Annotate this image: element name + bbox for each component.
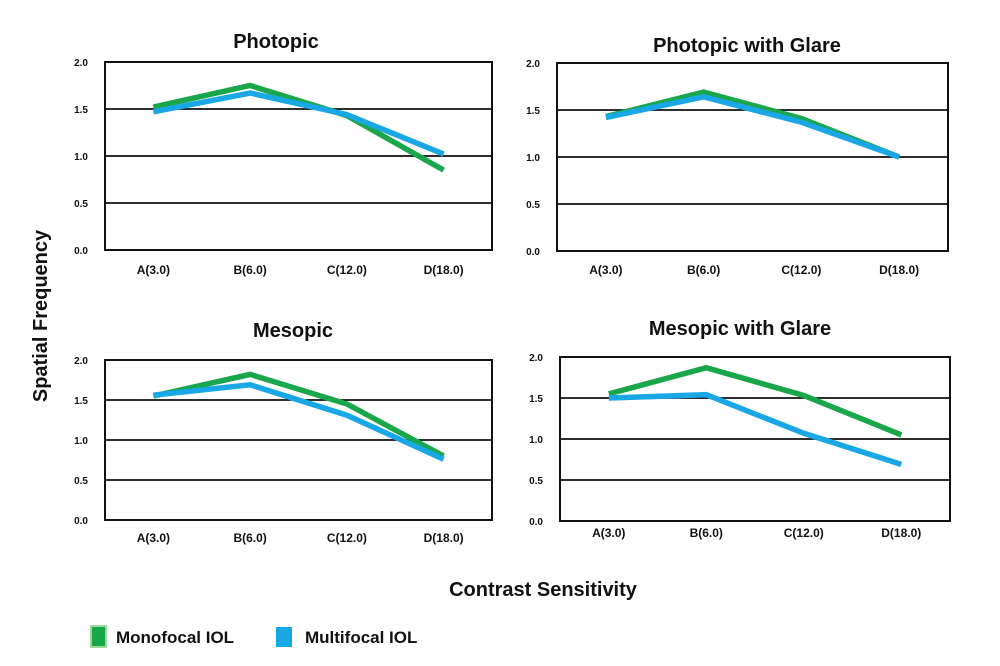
legend-swatch-monofocal (90, 625, 107, 648)
panel-title: Mesopic (253, 320, 333, 342)
series-line-multifocal (153, 382, 445, 462)
y-tick-label: 0.5 (526, 200, 540, 211)
series-line-monofocal (152, 371, 445, 459)
legend-label-monofocal: Monofocal IOL (116, 628, 234, 647)
panel-title: Mesopic with Glare (649, 318, 831, 340)
x-tick-label: A(3.0) (592, 526, 625, 540)
y-tick-label: 0.5 (74, 476, 88, 487)
plot-area-frame (556, 62, 949, 252)
plot-area-frame (559, 356, 951, 522)
x-tick-label: B(6.0) (233, 263, 266, 277)
y-tick-label: 1.0 (529, 435, 543, 446)
x-tick-label: D(18.0) (424, 531, 464, 545)
y-tick-label: 0.5 (74, 199, 88, 210)
y-tick-label: 1.5 (526, 106, 540, 117)
legend-swatch-multifocal (276, 627, 292, 647)
series-line-multifocal (605, 93, 901, 160)
x-tick-label: C(12.0) (327, 263, 367, 277)
y-tick-label: 1.0 (526, 153, 540, 164)
series-line-monofocal (605, 89, 901, 160)
y-tick-label: 0.0 (526, 247, 540, 258)
panel-mesopic: 0.0 0.5 1.0 1.5 2.0 A(3.0) B(6.0) C(12.0) D(18.0… (74, 320, 493, 545)
y-tick-label: 2.0 (526, 59, 540, 70)
series-line-multifocal (608, 391, 903, 468)
panel-photopic: 0.0 0.5 1.0 1.5 2.0 A(3.0) B(6.0) C(12.0) D(18.0… (74, 31, 493, 277)
x-tick-label: B(6.0) (233, 531, 266, 545)
x-tick-label: A(3.0) (137, 263, 170, 277)
series-line-monofocal (152, 82, 445, 173)
x-tick-label: A(3.0) (589, 263, 622, 277)
series-line-monofocal (608, 364, 903, 438)
y-tick-label: 1.5 (529, 394, 543, 405)
x-axis-label: Contrast Sensitivity (449, 579, 638, 601)
plot-area-frame (104, 359, 493, 521)
y-tick-label: 0.0 (529, 517, 543, 528)
x-tick-label: D(18.0) (424, 263, 464, 277)
series-line-multifocal (152, 90, 445, 157)
chart-panels: 0.0 0.5 1.0 1.5 2.0 A(3.0) B(6.0) C(12.0) D(18.0… (74, 31, 951, 545)
x-tick-label: B(6.0) (690, 526, 723, 540)
x-tick-label: A(3.0) (137, 531, 170, 545)
y-tick-label: 2.0 (74, 58, 88, 69)
panel-title: Photopic with Glare (653, 35, 841, 57)
x-tick-label: C(12.0) (327, 531, 367, 545)
y-tick-label: 0.0 (74, 246, 88, 257)
x-tick-label: C(12.0) (781, 263, 821, 277)
x-tick-label: D(18.0) (881, 526, 921, 540)
plot-area-frame (104, 61, 493, 251)
x-tick-label: B(6.0) (687, 263, 720, 277)
x-tick-label: D(18.0) (879, 263, 919, 277)
y-axis-label: Spatial Frequency (30, 229, 52, 402)
y-tick-label: 2.0 (74, 356, 88, 367)
legend-label-multifocal: Multifocal IOL (305, 628, 417, 647)
y-tick-label: 0.0 (74, 516, 88, 527)
y-tick-label: 1.5 (74, 105, 88, 116)
panel-mesopic-glare: 0.0 0.5 1.0 1.5 2.0 A(3.0) B(6.0) C(12.0) D(18.0… (529, 318, 951, 540)
y-tick-label: 1.0 (74, 152, 88, 163)
x-tick-label: C(12.0) (784, 526, 824, 540)
y-tick-label: 2.0 (529, 353, 543, 364)
legend: Monofocal IOL Multifocal IOL (90, 625, 417, 648)
y-tick-label: 1.0 (74, 436, 88, 447)
y-tick-label: 0.5 (529, 476, 543, 487)
panel-title: Photopic (233, 31, 319, 53)
y-tick-label: 1.5 (74, 396, 88, 407)
panel-photopic-glare: 0.0 0.5 1.0 1.5 2.0 A(3.0) B(6.0) C(12.0) D(18.0… (526, 35, 949, 277)
